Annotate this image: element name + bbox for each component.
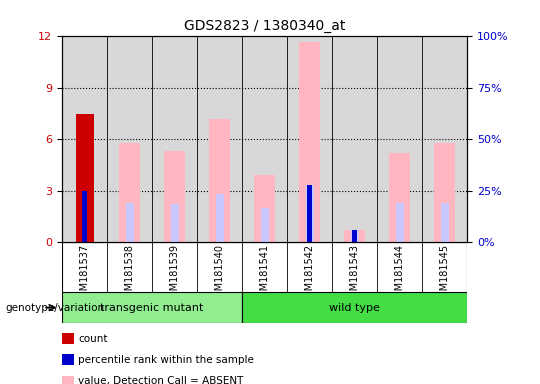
Text: count: count — [78, 334, 108, 344]
Text: genotype/variation: genotype/variation — [5, 303, 105, 313]
Text: value, Detection Call = ABSENT: value, Detection Call = ABSENT — [78, 376, 244, 384]
Bar — [242, 292, 467, 323]
Text: GSM181541: GSM181541 — [260, 244, 269, 303]
Text: transgenic mutant: transgenic mutant — [100, 303, 204, 313]
Bar — [353, 230, 357, 242]
Text: GSM181544: GSM181544 — [395, 244, 404, 303]
Bar — [215, 194, 224, 242]
Text: GSM181540: GSM181540 — [214, 244, 225, 303]
Text: wild type: wild type — [329, 303, 380, 313]
Bar — [435, 142, 455, 242]
Bar — [300, 41, 320, 242]
Bar — [395, 202, 403, 242]
Bar — [345, 230, 364, 242]
Text: GSM181542: GSM181542 — [305, 244, 315, 303]
Bar — [165, 151, 185, 242]
Bar — [441, 202, 449, 242]
Text: GSM181539: GSM181539 — [170, 244, 180, 303]
Bar — [210, 119, 230, 242]
Bar — [82, 190, 87, 242]
Bar — [350, 230, 359, 242]
Bar — [125, 202, 133, 242]
Text: GSM181537: GSM181537 — [79, 244, 90, 303]
Text: GSM181545: GSM181545 — [440, 244, 450, 303]
Bar — [389, 153, 410, 242]
Bar — [119, 142, 140, 242]
Bar — [254, 175, 275, 242]
Text: GSM181543: GSM181543 — [349, 244, 360, 303]
Bar — [306, 185, 314, 242]
Bar — [171, 204, 179, 242]
Title: GDS2823 / 1380340_at: GDS2823 / 1380340_at — [184, 19, 345, 33]
Bar — [307, 185, 312, 242]
Text: GSM181538: GSM181538 — [125, 244, 134, 303]
Text: percentile rank within the sample: percentile rank within the sample — [78, 355, 254, 365]
Bar — [261, 208, 269, 242]
Bar — [76, 114, 93, 242]
Bar — [62, 292, 242, 323]
